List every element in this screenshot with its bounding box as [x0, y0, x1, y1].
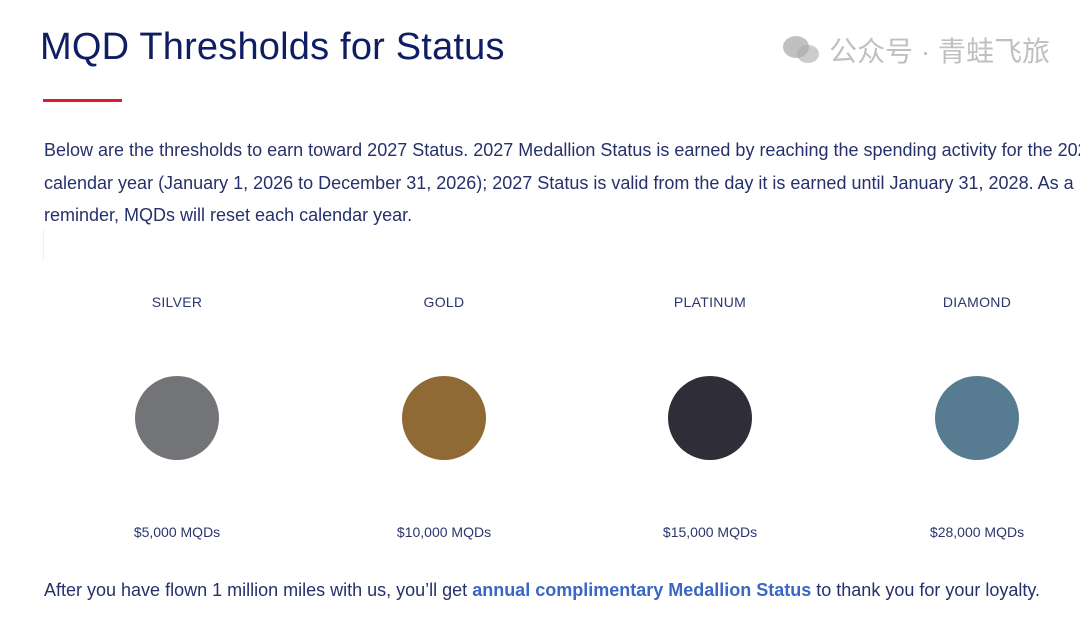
tier-color-circle: [135, 376, 219, 460]
wechat-icon: [783, 36, 820, 63]
complimentary-medallion-status-link[interactable]: annual complimentary Medallion Status: [472, 580, 812, 600]
footer-text-before: After you have flown 1 million miles wit…: [44, 580, 473, 600]
footer-text-after: to thank you for your loyalty.: [811, 580, 1041, 600]
tier-mqd-threshold: $15,000 MQDs: [662, 524, 758, 540]
title-accent-divider: [43, 99, 122, 102]
tier-silver: SILVER $5,000 MQDs: [77, 294, 277, 540]
tier-mqd-threshold: $10,000 MQDs: [396, 524, 492, 540]
tier-color-circle: [668, 376, 752, 460]
tier-color-circle: [402, 376, 486, 460]
watermark: 公众号 · 青蛙飞旅: [781, 30, 1050, 70]
footer-text: After you have flown 1 million miles wit…: [44, 580, 1040, 601]
tier-name: SILVER: [151, 294, 203, 310]
tier-mqd-threshold: $5,000 MQDs: [133, 524, 221, 540]
tier-name: DIAMOND: [942, 294, 1012, 310]
tier-name: PLATINUM: [673, 294, 747, 310]
tier-platinum: PLATINUM $15,000 MQDs: [610, 294, 810, 540]
page-title: MQD Thresholds for Status: [40, 26, 505, 68]
intro-paragraph: Below are the thresholds to earn toward …: [44, 140, 1080, 225]
divider: [43, 230, 44, 260]
tier-mqd-threshold: $28,000 MQDs: [929, 524, 1025, 540]
tier-diamond: DIAMOND $28,000 MQDs: [877, 294, 1077, 540]
tier-name: GOLD: [423, 294, 465, 310]
watermark-text: 公众号 · 青蛙飞旅: [829, 36, 1050, 67]
tier-gold: GOLD $10,000 MQDs: [344, 294, 544, 540]
tier-color-circle: [935, 376, 1019, 460]
